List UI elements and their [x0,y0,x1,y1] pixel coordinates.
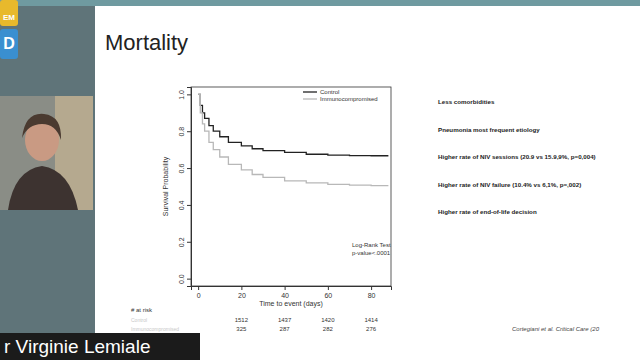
bullet: Higher rate of NIV sessions (20.9 vs 15.… [438,153,596,160]
x-tick: 20 [238,286,246,299]
x-tick: 0 [197,286,201,299]
y-tick: 0.8 [178,127,191,137]
y-tick-mark [187,94,191,95]
legend-swatch [303,98,317,99]
bullet: Higher rate of NIV failure (10.4% vs 6,1… [438,181,581,188]
risk-count: 325 [236,326,247,332]
y-tick: 1.0 [178,90,191,100]
y-tick: 0.4 [178,200,191,210]
risk-row-label: Immunocompromised [131,326,179,332]
y-tick-label: 0.8 [178,127,185,137]
x-tick-mark [241,286,242,290]
y-tick: 0.6 [178,164,191,174]
risk-count: 1512 [235,317,249,323]
plot-area [198,94,388,185]
annotation: p-value<.0001 [352,250,391,256]
slide-page [95,6,640,360]
x-tick-label: 80 [368,292,376,299]
survival-curve [198,94,388,155]
annotation: Log-Rank Test [352,242,391,248]
x-tick: 60 [324,286,332,299]
risk-count: 1414 [364,317,378,323]
risk-count: 1420 [321,317,335,323]
bullet: Less comorbidities [438,98,495,105]
y-tick-mark [187,205,191,206]
speaker-name: r Virginie Lemiale [4,336,150,357]
x-tick-label: 40 [281,292,289,299]
bullet: Pneumonia most frequent etiology [438,126,540,133]
logo-text: EM [3,13,15,22]
x-axis: 0 20 40 60 80 [192,286,392,299]
risk-count: 282 [323,326,334,332]
logo-text: D [3,35,15,52]
y-tick: 0.2 [178,237,191,247]
legend-label: Control [320,89,339,95]
logo-bottom [0,29,18,59]
webcam [0,96,93,210]
y-tick-label: 0.6 [178,164,185,174]
x-tick-label: 60 [324,292,332,299]
x-tick-mark [198,286,199,290]
y-tick-mark [187,131,191,132]
risk-row-label: Control [131,317,147,323]
background [0,0,640,360]
plot-frame [191,87,391,286]
y-tick-label: 0.0 [178,274,185,284]
x-tick-mark [371,286,372,290]
slide-title: Mortality [105,30,188,55]
x-axis-title: Time to event (days) [259,300,323,308]
y-tick-label: 0.2 [178,237,185,247]
x-tick-label: 20 [238,292,246,299]
webcam-body [8,166,78,210]
survival-curve [198,94,388,185]
y-tick-label: 0.4 [178,200,185,210]
y-tick-mark [187,242,191,243]
slide-canvas: EM Dr Virginie Lemiale Mortality Less comor… [0,0,640,360]
top-banner [0,0,640,6]
legend: ControlImmunocompromised [303,89,378,102]
x-tick: 40 [281,286,289,299]
x-tick: 80 [368,286,376,299]
legend-label: Immunocompromised [320,96,378,102]
y-tick-label: 1.0 [178,90,185,100]
x-axis-line [192,287,392,291]
x-tick-mark [328,286,329,290]
y-axis-title: Survival Probability [162,156,170,216]
y-axis: 0.0 0.2 0.4 0.6 0.8 1.0 [178,88,192,287]
y-tick-mark [187,279,191,280]
legend-swatch [303,91,317,92]
logo-top [0,0,18,26]
risk-count: 276 [366,326,377,332]
x-tick-mark [285,286,286,290]
webcam-hair [22,114,61,140]
bullet: Higher rate of end-of-life decision [438,208,537,215]
y-tick: 0.0 [178,274,191,284]
y-tick-mark [187,168,191,169]
x-tick-label: 0 [197,292,201,299]
citation: Cortegiani et al. Critical Care (20 [512,326,600,332]
risk-count: 1437 [278,317,292,323]
y-axis-line [187,88,192,287]
risk-table-title: # at risk [131,307,153,313]
speaker-banner [0,333,200,360]
risk-count: 287 [280,326,291,332]
